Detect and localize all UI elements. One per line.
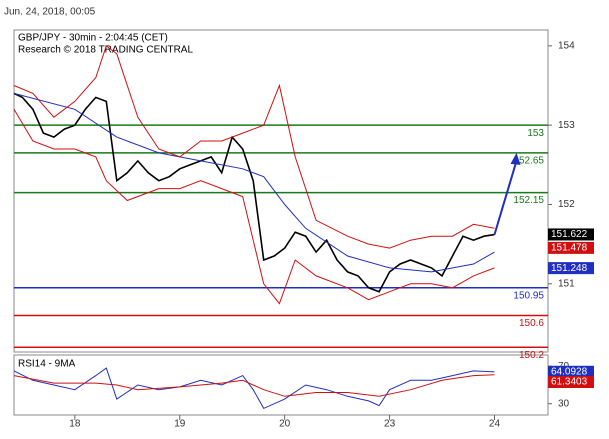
price-box: [548, 262, 594, 275]
arrow-head: [510, 152, 521, 165]
y-tick-label: 151: [558, 278, 575, 289]
price-box: [548, 376, 594, 388]
price-box-label: 151.248: [551, 263, 588, 274]
y-tick-label: 154: [558, 41, 575, 52]
price-box-label: 61.3403: [551, 377, 588, 388]
series-line: [13, 367, 495, 410]
level-label: 150.6: [519, 318, 544, 329]
forecast-arrow: [493, 160, 518, 235]
series-line: [13, 92, 495, 273]
level-label: 150.2: [519, 350, 544, 361]
level-label: 153: [527, 128, 544, 139]
level-label: 152.15: [513, 195, 544, 206]
x-tick-label: 19: [174, 419, 186, 430]
x-tick-label: 23: [384, 419, 396, 430]
level-label: 152.65: [513, 156, 544, 167]
timestamp: Jun. 24, 2018, 00:05: [4, 7, 96, 18]
series-line: [13, 45, 495, 249]
series-line: [13, 92, 495, 293]
x-tick-label: 20: [279, 419, 291, 430]
series-line: [13, 109, 495, 305]
y-tick-label: 30: [558, 398, 570, 409]
price-box-label: 151.478: [551, 243, 588, 254]
series-line: [13, 374, 495, 397]
x-tick-label: 24: [489, 419, 501, 430]
chart-subtitle: Research © 2018 TRADING CENTRAL: [18, 45, 193, 56]
price-panel: [13, 29, 549, 353]
chart-title: GBP/JPY - 30min - 2:04:45 (CET): [18, 33, 168, 44]
x-tick-label: 18: [69, 419, 81, 430]
price-box-label: 64.0928: [551, 366, 588, 377]
price-box-label: 151.622: [551, 229, 588, 240]
y-tick-label: 153: [558, 120, 575, 131]
rsi-title: RSI14 - 9MA: [18, 359, 76, 370]
y-tick-label: 152: [558, 199, 575, 210]
price-box: [548, 365, 594, 378]
level-label: 150.95: [513, 290, 544, 301]
price-box: [548, 241, 594, 254]
price-box: [548, 228, 594, 241]
